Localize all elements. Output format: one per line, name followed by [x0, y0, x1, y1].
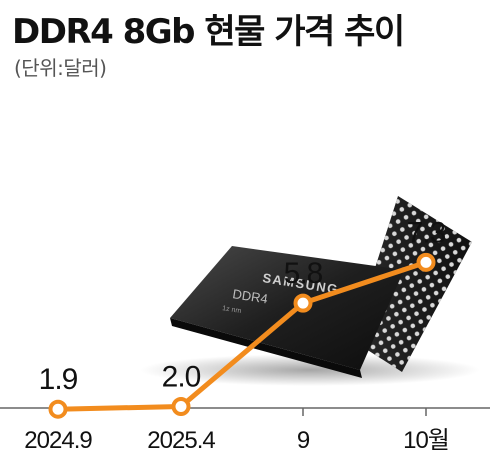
x-tick-label: 2024.9 — [24, 427, 92, 454]
chart-unit-label: (단위:달러) — [14, 56, 107, 80]
data-point-marker — [171, 397, 191, 416]
data-point-marker — [48, 399, 68, 419]
data-label: 2.0 — [162, 361, 201, 394]
data-label: 1.9 — [39, 363, 78, 396]
data-point-marker — [416, 252, 436, 272]
x-tick-label: 9 — [297, 427, 310, 454]
x-tick-label: 2025.4 — [147, 427, 215, 454]
chart-title: DDR4 8Gb 현물 가격 추이 — [12, 12, 405, 52]
price-series-line — [57, 259, 427, 412]
x-tick-label: 10월 — [403, 427, 449, 454]
data-label: 5.8 — [284, 257, 323, 290]
data-label: 7.3 — [407, 216, 446, 249]
chip-model-text: DDR4 — [232, 286, 269, 306]
data-point-marker — [293, 293, 313, 313]
memory-chip-illustration: SAMSUNG DDR4 1z nm — [140, 196, 480, 386]
chip-note-text: 1z nm — [222, 305, 242, 315]
